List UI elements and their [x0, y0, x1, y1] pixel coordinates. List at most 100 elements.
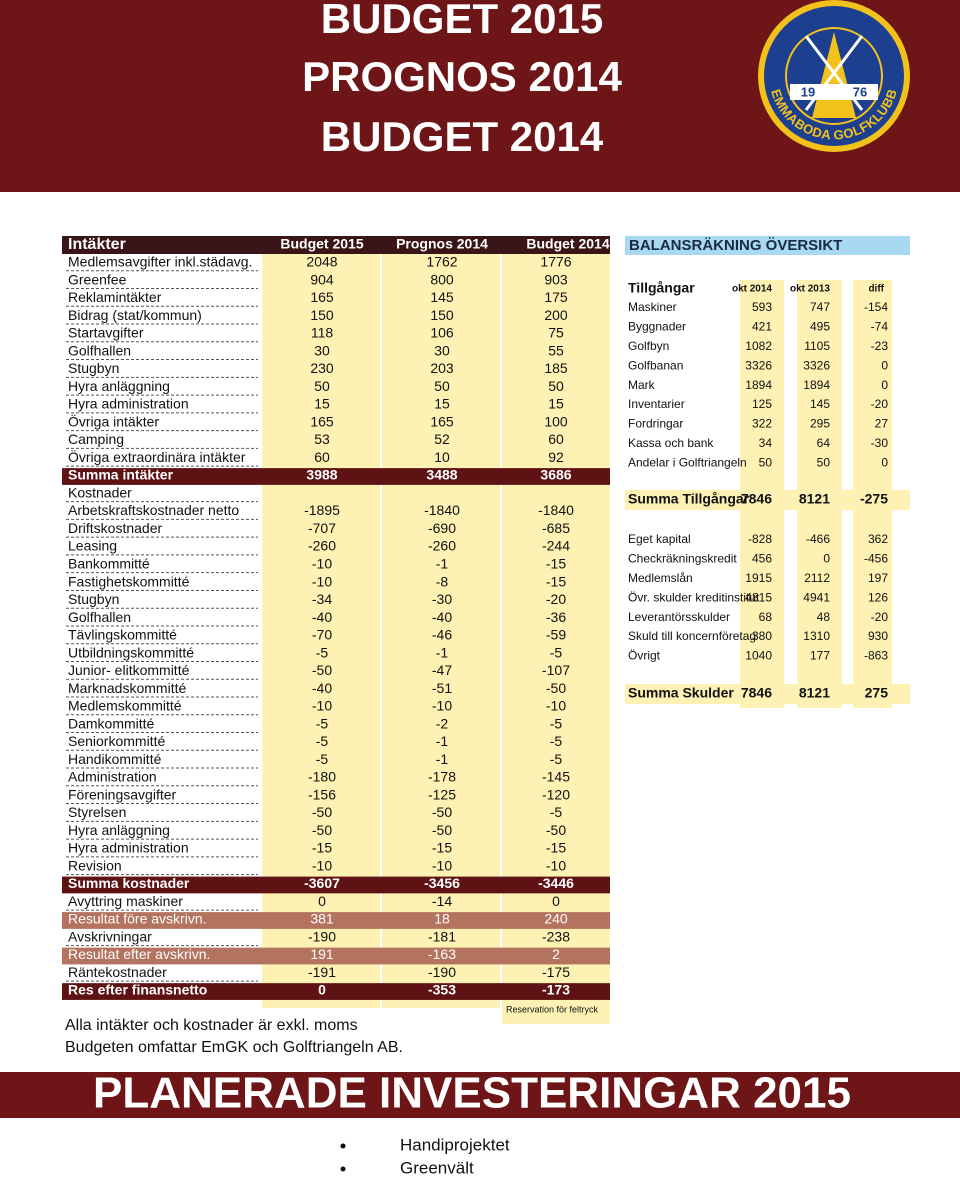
balance-value: 495 — [810, 320, 830, 334]
row-label: Junior- elitkommitté — [68, 662, 190, 678]
row-value: 0 — [552, 893, 560, 909]
balance-label: Mark — [628, 378, 656, 392]
balance-label: Andelar i Golftriangeln — [628, 455, 747, 469]
balance-value: 0 — [881, 358, 888, 372]
column-header: okt 2014 — [732, 284, 772, 295]
balance-value: -466 — [806, 532, 830, 546]
title: BUDGET 2015 — [321, 0, 603, 42]
row-label: Golfhallen — [68, 609, 131, 625]
balance-label: Golfbyn — [628, 339, 669, 353]
row-value: 240 — [544, 911, 568, 927]
column-header: Tillgångar — [628, 280, 695, 296]
row-value: -50 — [312, 804, 332, 820]
row-value: 230 — [310, 360, 334, 376]
total-band — [625, 490, 910, 510]
logo-year: 19 — [801, 84, 815, 99]
row-label: Medlemsavgifter inkl.städavg. — [68, 254, 252, 270]
balance-label: Fordringar — [628, 417, 683, 431]
row-value: -40 — [312, 680, 332, 696]
row-label: Hyra anläggning — [68, 822, 170, 838]
row-value: 203 — [430, 360, 454, 376]
row-value: -175 — [542, 964, 570, 980]
logo: 19 76 EMMABODA GOLFKLUBB — [758, 0, 910, 152]
row-label: Startavgifter — [68, 325, 144, 341]
row-value: 3488 — [426, 467, 457, 483]
row-label: Summa intäkter — [68, 467, 174, 483]
row-label: Fastighetskommitté — [68, 573, 190, 589]
row-value: -191 — [308, 964, 336, 980]
balance-header — [625, 236, 910, 255]
row-value: -5 — [550, 715, 563, 731]
row-value: -178 — [428, 769, 456, 785]
row-value: -120 — [542, 786, 570, 802]
row-value: 3686 — [540, 467, 571, 483]
row-value: -47 — [432, 662, 452, 678]
row-label: Handikommitté — [68, 751, 162, 767]
row-value: -5 — [316, 751, 329, 767]
balance-value: 50 — [817, 455, 831, 469]
row-value: 15 — [548, 396, 564, 412]
highlight-row — [62, 983, 610, 1000]
balance-value: 322 — [752, 417, 772, 431]
row-value: -36 — [546, 609, 566, 625]
row-label: Kostnader — [68, 484, 132, 500]
highlight-row — [62, 912, 610, 929]
row-label: Revision — [68, 857, 122, 873]
row-label: Bidrag (stat/kommun) — [68, 307, 202, 323]
balance-value: 177 — [810, 649, 830, 663]
balance-label: Skuld till koncernföretag — [628, 629, 756, 643]
row-value: -10 — [546, 857, 566, 873]
row-value: 0 — [318, 982, 326, 998]
row-value: 381 — [310, 911, 334, 927]
balance-value: 2112 — [804, 571, 830, 585]
row-value: 100 — [544, 413, 568, 429]
row-label: Arbetskraftskostnader netto — [68, 502, 239, 518]
balance-value: 1310 — [803, 629, 830, 643]
row-value: 165 — [310, 289, 334, 305]
row-value: -46 — [432, 627, 452, 643]
row-label: Resultat före avskrivn. — [68, 911, 207, 927]
balance-value: 50 — [759, 455, 773, 469]
row-value: -260 — [428, 538, 456, 554]
balance-value: 1040 — [745, 649, 772, 663]
highlight-row — [62, 468, 610, 485]
logo-band — [790, 84, 878, 100]
row-label: Styrelsen — [68, 804, 126, 820]
note: Alla intäkter och kostnader är exkl. mom… — [65, 1017, 358, 1034]
row-value: 15 — [314, 396, 330, 412]
row-value: 1776 — [540, 254, 571, 270]
row-value: 150 — [430, 307, 454, 323]
row-value: 30 — [314, 342, 330, 358]
highlight-row — [62, 876, 610, 894]
row-label: Räntekostnader — [68, 964, 167, 980]
row-value: -1 — [436, 644, 449, 660]
row-value: 165 — [310, 413, 334, 429]
balance-value: 197 — [868, 571, 888, 585]
balance-value: 930 — [868, 629, 888, 643]
balance-value: 125 — [752, 397, 772, 411]
row-value: -5 — [550, 804, 563, 820]
row-label: Greenfee — [68, 271, 127, 287]
title: PROGNOS 2014 — [302, 53, 622, 100]
row-value: 18 — [434, 911, 450, 927]
row-label: Stugbyn — [68, 591, 119, 607]
row-label: Hyra anläggning — [68, 378, 170, 394]
balance-value: 3326 — [803, 358, 830, 372]
row-value: 75 — [548, 325, 564, 341]
row-value: 150 — [310, 307, 334, 323]
row-value: -190 — [428, 964, 456, 980]
row-value: 0 — [318, 893, 326, 909]
balance-value: 126 — [868, 590, 888, 604]
row-value: -181 — [428, 928, 456, 944]
row-value: -1 — [436, 751, 449, 767]
row-value: -690 — [428, 520, 456, 536]
row-value: -1840 — [424, 502, 460, 518]
row-value: -15 — [432, 840, 452, 856]
balance-label: Medlemslån — [628, 571, 693, 585]
row-value: -5 — [550, 644, 563, 660]
row-label: Övriga extraordinära intäkter — [68, 448, 246, 465]
balance-value: 0 — [881, 378, 888, 392]
column-header: Prognos 2014 — [396, 236, 488, 252]
row-label: Driftskostnader — [68, 520, 162, 536]
